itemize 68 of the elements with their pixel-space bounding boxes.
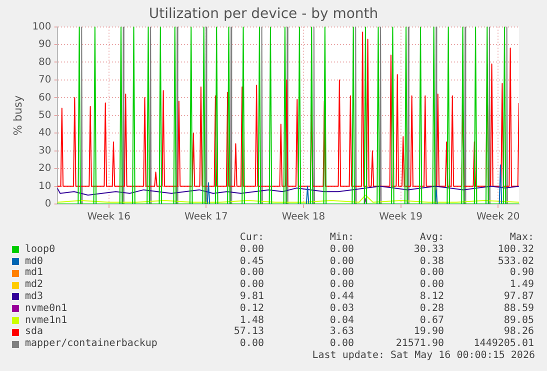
text: 0.03 xyxy=(328,302,354,315)
text: 0.67 xyxy=(418,314,444,326)
text: Avg: xyxy=(418,232,444,244)
text: 0.44 xyxy=(328,290,354,303)
text: 8.12 xyxy=(418,290,444,303)
text: 0.12 xyxy=(238,302,264,315)
text: 1449205.01 xyxy=(472,338,534,350)
legend-label: md0 xyxy=(25,256,44,267)
text: 533.02 xyxy=(496,256,534,268)
legend-label: loop0 xyxy=(25,244,56,256)
text: 9.81 xyxy=(238,290,264,303)
text: 57.13 xyxy=(232,326,264,338)
y-tick-label: 100 xyxy=(32,21,52,32)
x-tick-label: Week 18 xyxy=(282,212,326,223)
text: 19.90 xyxy=(412,326,444,338)
text: 0.00 xyxy=(328,256,354,268)
text: Max: xyxy=(508,232,534,244)
legend-label: nvme0n1 xyxy=(25,302,68,315)
text: Min: xyxy=(328,232,354,244)
chart-title: Utilization per device - by month xyxy=(148,6,378,22)
text: 98.26 xyxy=(502,326,534,338)
legend-label: mapper/containerbackup xyxy=(25,338,158,350)
y-tick-label: 80 xyxy=(38,56,52,68)
text: 0.00 xyxy=(418,279,444,291)
text: 89.05 xyxy=(502,314,534,326)
y-tick-label: 10 xyxy=(38,180,52,192)
text: Cur: xyxy=(238,232,264,244)
x-tick-label: Week 20 xyxy=(476,212,520,223)
text: 0.00 xyxy=(328,279,354,291)
text: 0.38 xyxy=(418,256,444,268)
text: 0.00 xyxy=(238,279,264,291)
legend-label: sda xyxy=(25,326,44,338)
legend-label: md1 xyxy=(25,267,44,279)
y-axis-title: % busy xyxy=(11,94,24,136)
text: 1.48 xyxy=(238,314,264,326)
text: 100.32 xyxy=(496,244,534,256)
y-tick-label: 50 xyxy=(38,110,52,121)
y-tick-label: 30 xyxy=(38,145,52,156)
legend-label: md3 xyxy=(25,290,44,303)
text: 0.00 xyxy=(328,267,354,280)
text: 97.87 xyxy=(502,290,534,303)
y-tick-label: 90 xyxy=(38,39,52,50)
y-tick-label: 60 xyxy=(38,92,52,104)
y-tick-label: 20 xyxy=(38,163,52,174)
text: 0.00 xyxy=(328,244,354,256)
text: 0.00 xyxy=(238,244,264,256)
text: Last update: Sat May 16 00:00:15 2026 xyxy=(311,350,536,362)
x-tick-label: Week 17 xyxy=(184,212,228,223)
y-tick-label: 0 xyxy=(44,198,52,210)
y-tick-label: 40 xyxy=(38,128,52,139)
x-tick-label: Week 16 xyxy=(87,212,130,223)
text: 0.04 xyxy=(328,314,354,326)
y-tick-label: 70 xyxy=(38,74,52,86)
text: 0.45 xyxy=(238,256,264,268)
x-tick-label: Week 19 xyxy=(379,212,422,223)
text: 0.00 xyxy=(328,338,354,350)
text: 3.63 xyxy=(328,326,354,338)
text: 0.90 xyxy=(508,267,534,280)
legend-label: nvme1n1 xyxy=(25,314,68,326)
text: 30.33 xyxy=(412,244,444,256)
text: 0.00 xyxy=(238,267,264,280)
text: 1.49 xyxy=(508,279,534,291)
text: 21571.90 xyxy=(394,338,444,350)
text: 0.00 xyxy=(418,267,444,280)
text: 88.59 xyxy=(502,302,534,315)
text: 0.28 xyxy=(418,302,444,315)
text: 0.00 xyxy=(238,338,264,350)
legend-label: md2 xyxy=(25,279,44,291)
